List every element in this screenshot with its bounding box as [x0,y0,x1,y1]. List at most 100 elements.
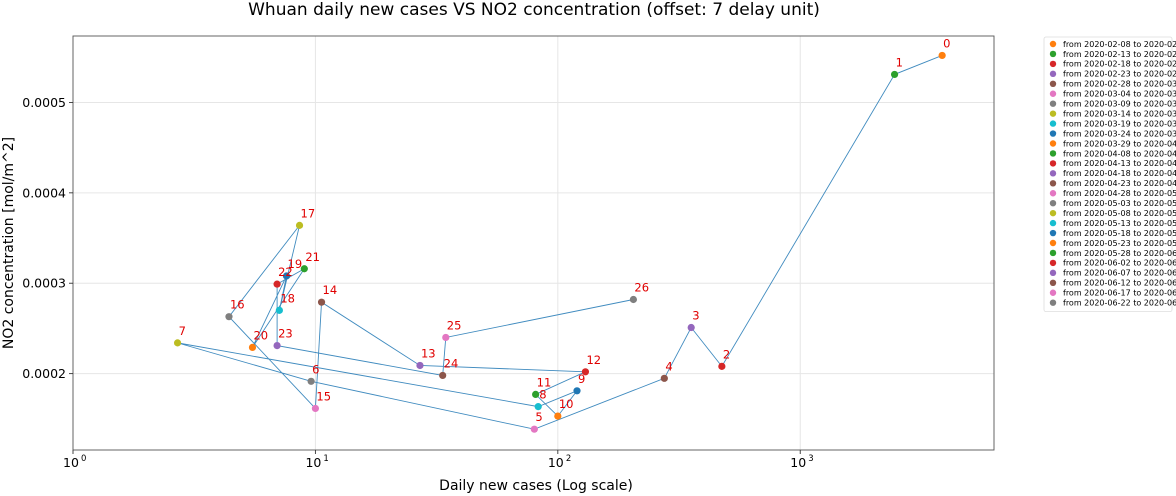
legend-entry-23: from 2020-06-07 to 2020-06-11 [1063,269,1176,278]
legend-marker-11 [1049,150,1057,157]
point-label-24: 24 [444,356,459,370]
chart-title: Whuan daily new cases VS NO2 concentrati… [248,0,820,20]
data-point-15 [311,404,320,413]
legend-entry-8: from 2020-03-19 to 2020-03-23 [1063,119,1176,128]
point-label-20: 20 [253,328,268,342]
data-point-20 [248,343,257,352]
legend-entry-3: from 2020-02-23 to 2020-02-27 [1063,70,1176,79]
data-point-8 [534,403,542,411]
legend-marker-0 [1049,40,1057,48]
legend-marker-17 [1049,209,1057,217]
point-label-13: 13 [421,346,436,360]
data-point-6 [307,377,315,385]
x-tick-label-3: 10 [790,455,806,470]
legend-entry-13: from 2020-04-18 to 2020-04-22 [1063,169,1176,178]
data-point-19 [282,272,291,280]
data-point-13 [416,361,424,370]
legend-marker-6 [1049,100,1057,107]
x-axis-ticks: 10 0 10 1 10 2 10 3 [63,450,814,470]
legend-entry-5: from 2020-03-04 to 2020-03-08 [1063,90,1176,99]
legend-entry-4: from 2020-02-28 to 2020-03-03 [1063,80,1176,89]
point-label-18: 18 [280,291,295,305]
legend-entry-26: from 2020-06-22 to 2020-06-30 [1063,299,1176,308]
legend-entry-6: from 2020-03-09 to 2020-03-13 [1063,100,1176,109]
legend-entry-20: from 2020-05-23 to 2020-05-27 [1063,239,1176,248]
legend-entry-16: from 2020-05-03 to 2020-05-07 [1063,199,1176,208]
data-point-5 [530,425,538,433]
data-point-11 [532,390,540,399]
legend-marker-19 [1049,229,1057,237]
legend-marker-14 [1049,180,1057,187]
point-label-10: 10 [559,397,574,411]
point-label-17: 17 [301,206,316,220]
plot-area-frame [72,35,995,451]
x-axis-label: Daily new cases (Log scale) [439,478,633,494]
point-label-22: 22 [278,265,293,279]
point-label-1: 1 [896,55,903,69]
legend-entry-15: from 2020-04-28 to 2020-05-02 [1063,189,1176,198]
point-label-9: 9 [578,372,585,386]
point-label-6: 6 [312,362,319,376]
data-point-16 [225,313,233,321]
legend-entry-10: from 2020-03-29 to 2020-04-02 [1063,139,1176,148]
x-tick-label-0: 10 [63,455,79,470]
y-tick-label-1: 0.0003 [22,276,66,291]
data-point-25 [442,333,450,342]
legend-entry-25: from 2020-06-17 to 2020-06-21 [1063,289,1176,298]
data-point-17 [295,221,304,229]
legend-entry-9: from 2020-03-24 to 2020-03-28 [1063,129,1176,138]
legend-entry-12: from 2020-04-13 to 2020-04-17 [1063,159,1176,168]
data-point-21 [300,265,308,273]
x-tick-exponent-2: 2 [566,454,571,464]
data-point-14 [317,298,326,306]
legend-marker-23 [1049,269,1057,277]
y-axis-ticks: 0.0002 0.0003 0.0004 0.0005 [22,95,73,381]
legend-marker-9 [1049,130,1057,137]
data-point-7 [173,339,182,347]
legend-entry-14: from 2020-04-23 to 2020-04-27 [1063,179,1176,188]
x-tick-exponent-3: 3 [808,454,813,464]
legend: from 2020-02-08 to 2020-02-12 from 2020-0… [1043,36,1176,313]
x-tick-exponent-0: 0 [81,454,86,464]
point-label-0: 0 [943,36,950,50]
legend-marker-25 [1049,289,1057,296]
point-label-12: 12 [586,353,601,367]
data-point-24 [439,371,447,380]
legend-marker-1 [1049,50,1057,58]
legend-entry-0: from 2020-02-08 to 2020-02-12 [1063,40,1176,49]
legend-entry-2: from 2020-02-18 to 2020-02-22 [1063,60,1176,69]
data-point-2 [718,362,726,370]
legend-marker-16 [1049,200,1057,207]
point-labels: 0123456789101112131415161718192021222324… [179,36,951,424]
legend-entry-19: from 2020-05-18 to 2020-05-22 [1063,229,1176,238]
legend-marker-4 [1049,80,1057,88]
y-tick-label-0: 0.0002 [22,366,66,381]
legend-marker-26 [1049,299,1057,306]
point-label-16: 16 [230,298,245,312]
legend-marker-24 [1049,279,1057,286]
data-point-18 [275,306,283,314]
legend-entry-17: from 2020-05-08 to 2020-05-12 [1063,209,1176,218]
legend-marker-7 [1049,110,1057,117]
data-point-12 [581,368,590,376]
legend-marker-3 [1049,70,1057,78]
data-point-9 [573,387,581,395]
point-label-8: 8 [539,388,546,402]
y-axis-label: NO2 concentration [mol/m^2] [1,137,17,349]
legend-marker-8 [1049,120,1057,127]
y-tick-label-3: 0.0005 [22,95,66,110]
point-label-11: 11 [537,375,552,389]
data-point-26 [629,295,637,304]
legend-marker-15 [1049,190,1057,197]
point-label-2: 2 [723,347,730,361]
point-label-26: 26 [634,280,649,294]
point-label-21: 21 [305,250,320,264]
point-label-15: 15 [316,389,331,403]
point-label-25: 25 [447,318,462,332]
point-label-7: 7 [179,324,186,338]
legend-entry-18: from 2020-05-13 to 2020-05-17 [1063,219,1176,228]
x-tick-exponent-1: 1 [323,454,328,464]
legend-marker-18 [1049,219,1057,227]
point-label-3: 3 [692,309,699,323]
data-points [173,51,946,433]
